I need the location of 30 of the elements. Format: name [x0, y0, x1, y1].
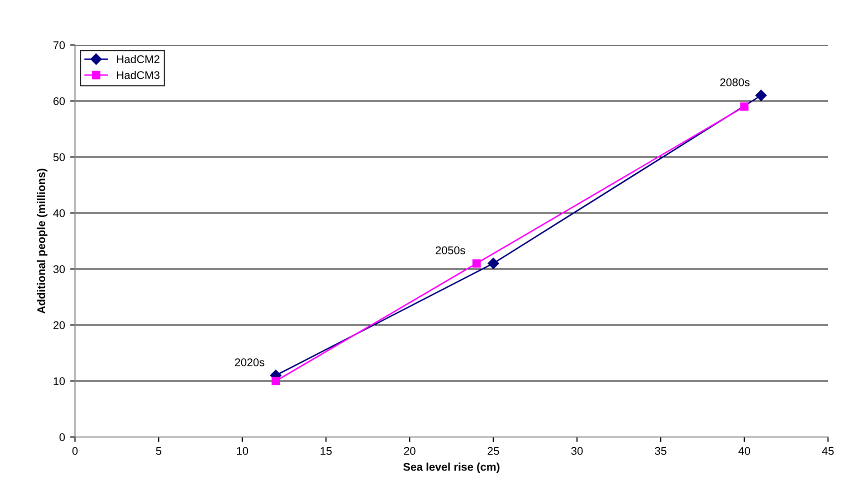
- x-tick-label: 0: [72, 447, 78, 455]
- point: [488, 258, 499, 270]
- x-tick-label: 10: [237, 447, 248, 455]
- x-tick-label: 20: [404, 447, 416, 455]
- annotation: 2050s: [436, 246, 466, 254]
- y-tick-label: 70: [53, 41, 65, 50]
- y-tick-label: 30: [53, 265, 65, 274]
- x-tick-label: 35: [654, 447, 666, 455]
- point: [755, 90, 767, 102]
- y-tick-label: 0: [60, 433, 65, 442]
- x-axis-title: Sea level rise (cm): [403, 462, 500, 473]
- y-tick-label: 20: [53, 321, 65, 330]
- y-tick-label: 10: [54, 377, 65, 386]
- point: [740, 102, 748, 111]
- point: [272, 376, 280, 386]
- x-tick-label: 25: [488, 447, 500, 455]
- y-tick-label: 60: [53, 97, 65, 106]
- annotation: 2080s: [720, 78, 750, 86]
- y-tick-label: 40: [53, 209, 65, 218]
- x-tick-label: 15: [320, 447, 332, 455]
- x-tick-label: 30: [571, 447, 583, 455]
- legend-label: HadCM2: [117, 55, 160, 64]
- x-tick-label: 5: [156, 447, 162, 455]
- legend-label: HadCM3: [117, 70, 160, 80]
- y-axis-title: Additional people (millions): [37, 168, 48, 314]
- x-tick-label: 45: [822, 447, 834, 455]
- annotation: 2020s: [234, 358, 264, 366]
- x-tick-label: 40: [738, 447, 750, 455]
- y-tick-label: 50: [53, 153, 65, 162]
- point: [472, 259, 481, 268]
